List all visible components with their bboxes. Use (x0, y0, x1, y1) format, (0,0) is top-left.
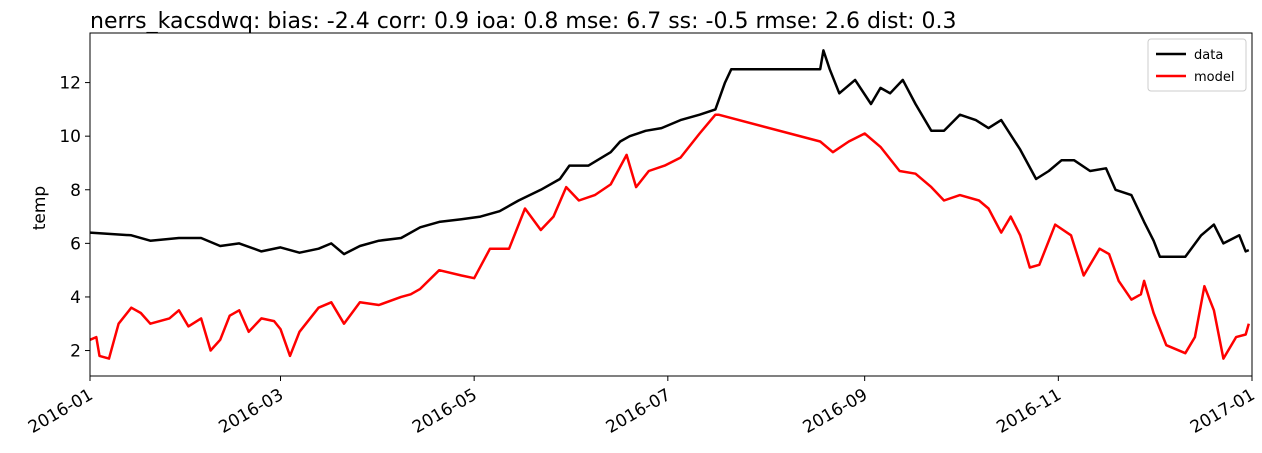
x-tick-label: 2016-01 (25, 385, 97, 438)
x-tick-label: 2016-05 (409, 385, 481, 438)
y-tick-label: 8 (70, 181, 81, 201)
y-tick-label: 4 (70, 288, 81, 308)
legend-box (1147, 38, 1247, 92)
x-tick-label: 2017-01 (1187, 385, 1259, 438)
x-tick-label: 2016-09 (800, 385, 872, 438)
legend-label: model (1194, 70, 1234, 85)
legend-label: data (1194, 48, 1223, 63)
x-tick-label: 2016-03 (215, 385, 287, 438)
data-line (89, 49, 1250, 259)
y-axis-label: temp (30, 186, 50, 230)
x-tick-label: 2016-11 (993, 385, 1065, 438)
chart-title: nerrs_kacsdwq: bias: -2.4 corr: 0.9 ioa:… (90, 9, 957, 34)
y-tick-label: 10 (59, 127, 81, 147)
y-tick-label: 12 (59, 74, 81, 94)
plot-frame (89, 32, 1253, 377)
y-tick-label: 6 (70, 234, 81, 254)
data-line (89, 113, 1251, 360)
y-tick-label: 2 (70, 342, 81, 362)
x-tick-label: 2016-07 (603, 385, 675, 438)
legend: data model (1147, 38, 1247, 92)
